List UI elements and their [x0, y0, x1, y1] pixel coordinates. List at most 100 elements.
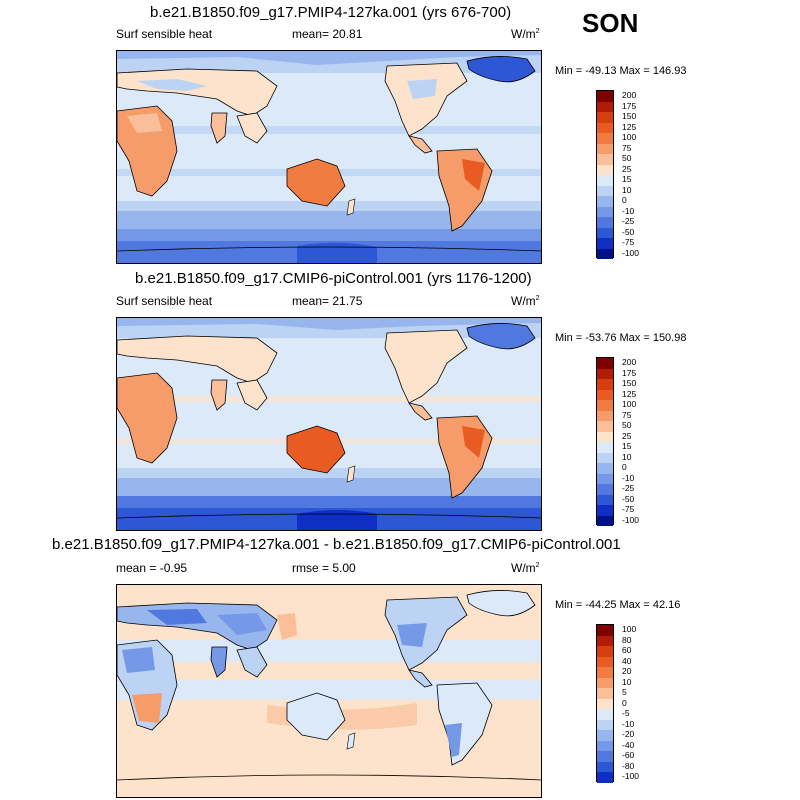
panel-2-units: W/m2 [511, 294, 540, 308]
panel-2-variable-label: Surf sensible heat [116, 294, 213, 308]
colorbar-swatch [597, 656, 613, 667]
colorbar-tick-label: 100 [622, 399, 637, 410]
panel-2-map [116, 317, 542, 531]
colorbar-tick-label: -40 [622, 739, 635, 750]
colorbar-swatch [597, 442, 613, 453]
colorbar-swatch [597, 772, 613, 783]
panel-2-colorbar [596, 357, 614, 526]
panel-3-map [116, 584, 542, 798]
colorbar-tick-label: -20 [622, 729, 635, 740]
colorbar-tick-label: 10 [622, 676, 632, 687]
colorbar-swatch [597, 505, 613, 516]
colorbar-swatch [597, 101, 613, 112]
colorbar-swatch [597, 677, 613, 688]
colorbar-swatch [597, 719, 613, 730]
panel-1-colorbar [596, 90, 614, 259]
colorbar-swatch [597, 740, 613, 751]
colorbar-swatch [597, 515, 613, 526]
colorbar-swatch [597, 122, 613, 133]
panel-2-minmax: Min = -53.76 Max = 150.98 [555, 332, 687, 344]
colorbar-tick-label: 0 [622, 195, 627, 206]
colorbar-tick-label: 100 [622, 624, 637, 635]
colorbar-tick-label: -50 [622, 226, 635, 237]
colorbar-tick-label: 5 [622, 687, 627, 698]
colorbar-tick-label: -60 [622, 750, 635, 761]
colorbar-swatch [597, 164, 613, 175]
panel-3-minmax: Min = -44.25 Max = 42.16 [555, 599, 681, 611]
colorbar-tick-label: -5 [622, 708, 630, 719]
colorbar-tick-label: 150 [622, 378, 637, 389]
colorbar-swatch [597, 133, 613, 144]
colorbar-swatch [597, 91, 613, 102]
colorbar-tick-label: -80 [622, 760, 635, 771]
colorbar-tick-label: -75 [622, 504, 635, 515]
colorbar-tick-label: 75 [622, 409, 632, 420]
colorbar-tick-label: 200 [622, 90, 637, 101]
colorbar-tick-label: -100 [622, 514, 640, 525]
panel-2-title: b.e21.B1850.f09_g17.CMIP6-piControl.001 … [135, 270, 532, 287]
colorbar-tick-label: 125 [622, 121, 637, 132]
colorbar-swatch [597, 368, 613, 379]
colorbar-swatch [597, 379, 613, 390]
panel-3-rmse-label: rmse = 5.00 [292, 561, 356, 575]
colorbar-swatch [597, 431, 613, 442]
colorbar-tick-label: 0 [622, 462, 627, 473]
colorbar-tick-label: 100 [622, 132, 637, 143]
colorbar-tick-label: 15 [622, 441, 632, 452]
panel-1-minmax: Min = -49.13 Max = 146.93 [555, 65, 687, 77]
colorbar-tick-label: 0 [622, 697, 627, 708]
colorbar-swatch [597, 410, 613, 421]
colorbar-tick-label: 175 [622, 100, 637, 111]
colorbar-tick-label: 175 [622, 367, 637, 378]
colorbar-swatch [597, 143, 613, 154]
panel-1-variable-label: Surf sensible heat [116, 27, 213, 41]
colorbar-swatch [597, 484, 613, 495]
panel-1-title: b.e21.B1850.f09_g17.PMIP4-127ka.001 (yrs… [150, 4, 512, 21]
colorbar-tick-label: 150 [622, 111, 637, 122]
colorbar-tick-label: -10 [622, 472, 635, 483]
colorbar-tick-label: 40 [622, 655, 632, 666]
colorbar-tick-label: -100 [622, 771, 640, 782]
colorbar-swatch [597, 112, 613, 123]
colorbar-swatch [597, 206, 613, 217]
panel-3-colorbar [596, 624, 614, 783]
colorbar-swatch [597, 635, 613, 646]
season-label: SON [582, 8, 639, 38]
colorbar-tick-label: -75 [622, 237, 635, 248]
colorbar-tick-label: -50 [622, 493, 635, 504]
colorbar-swatch [597, 248, 613, 259]
colorbar-swatch [597, 421, 613, 432]
colorbar-swatch [597, 473, 613, 484]
colorbar-swatch [597, 667, 613, 678]
colorbar-tick-label: 25 [622, 163, 632, 174]
colorbar-tick-label: 200 [622, 357, 637, 368]
colorbar-tick-label: 15 [622, 174, 632, 185]
colorbar-tick-label: 80 [622, 634, 632, 645]
colorbar-swatch [597, 761, 613, 772]
panel-1-map [116, 50, 542, 264]
colorbar-swatch [597, 185, 613, 196]
colorbar-swatch [597, 452, 613, 463]
colorbar-swatch [597, 625, 613, 636]
colorbar-swatch [597, 698, 613, 709]
panel-3-units: W/m2 [511, 561, 540, 575]
panel-3-mean-label: mean = -0.95 [116, 561, 188, 575]
colorbar-tick-label: -25 [622, 216, 635, 227]
colorbar-tick-label: 20 [622, 666, 632, 677]
colorbar-tick-label: 10 [622, 184, 632, 195]
colorbar-tick-label: -100 [622, 247, 640, 258]
colorbar-swatch [597, 400, 613, 411]
colorbar-tick-label: 50 [622, 153, 632, 164]
colorbar-tick-label: -25 [622, 483, 635, 494]
colorbar-tick-label: -10 [622, 718, 635, 729]
panel-1-units: W/m2 [511, 27, 540, 41]
panel-3-title: b.e21.B1850.f09_g17.PMIP4-127ka.001 - b.… [52, 536, 621, 553]
colorbar-swatch [597, 463, 613, 474]
colorbar-swatch [597, 646, 613, 657]
colorbar-swatch [597, 709, 613, 720]
colorbar-swatch [597, 389, 613, 400]
colorbar-tick-label: 125 [622, 388, 637, 399]
colorbar-tick-label: 50 [622, 420, 632, 431]
colorbar-swatch [597, 358, 613, 369]
colorbar-swatch [597, 175, 613, 186]
